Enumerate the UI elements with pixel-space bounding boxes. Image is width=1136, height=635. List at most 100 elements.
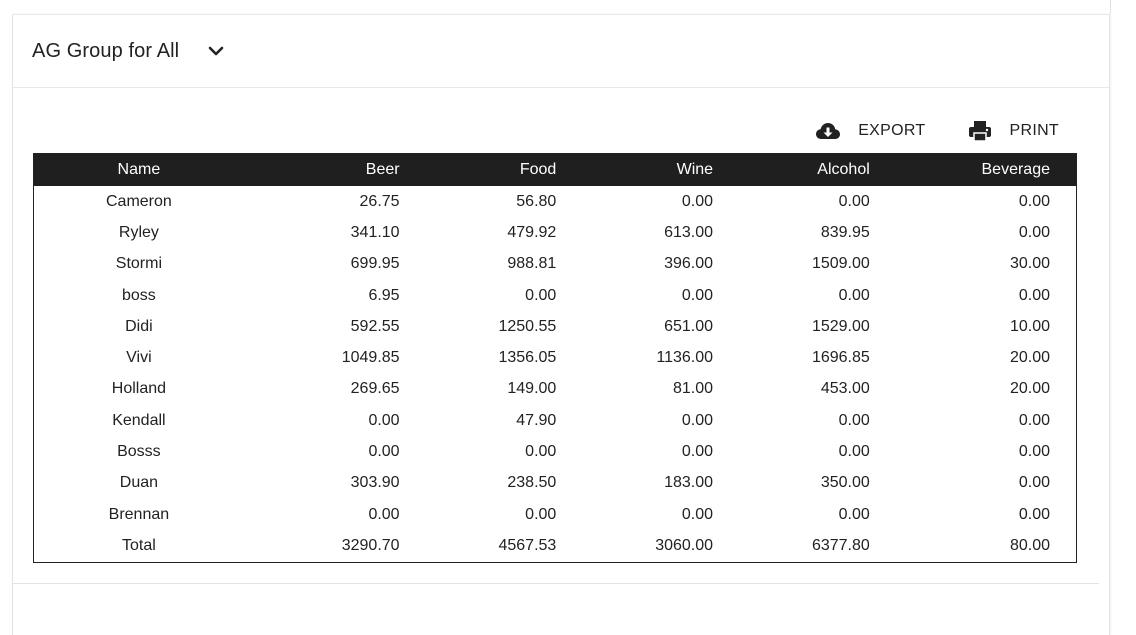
cell-food: 47.90: [516, 411, 557, 429]
cell-wine: 0.00: [681, 505, 714, 523]
table-header-row: Name Beer Food Wine Alcohol Beverage: [34, 154, 1076, 186]
cell-alcohol: 1509.00: [811, 255, 870, 273]
cell-wine: 183.00: [664, 474, 714, 492]
cell-beverage: 0.00: [1018, 192, 1050, 210]
cell-beverage: 20.00: [1009, 349, 1050, 367]
cell-alcohol: 839.95: [820, 223, 870, 241]
cell-wine: 396.00: [664, 255, 714, 273]
table-row: Duan 303.90 238.50 183.00 350.00 0.00: [34, 468, 1076, 499]
table-row: Vivi 1049.85 1356.05 1136.00 1696.85 20.…: [34, 342, 1076, 373]
cell-alcohol: 0.00: [838, 443, 870, 461]
cell-alcohol: 0.00: [838, 505, 870, 523]
cell-wine: 651.00: [664, 317, 714, 335]
cell-beer: 6.95: [368, 286, 400, 304]
cell-beer: 0.00: [368, 443, 400, 461]
cell-beer: 0.00: [368, 505, 400, 523]
cell-name: Stormi: [115, 255, 163, 273]
cell-beverage: 0.00: [1018, 474, 1050, 492]
cell-wine: 613.00: [664, 223, 714, 241]
divider: [13, 583, 1099, 584]
column-header-alcohol[interactable]: Alcohol: [817, 161, 870, 178]
cell-wine: 0.00: [681, 192, 714, 210]
top-edge: [1104, 0, 1111, 14]
cell-name: boss: [122, 286, 156, 304]
cell-beer: 592.55: [350, 317, 400, 335]
table-row: Didi 592.55 1250.55 651.00 1529.00 10.00: [34, 311, 1076, 342]
table-row: Holland 269.65 149.00 81.00 453.00 20.00: [34, 374, 1076, 405]
cell-beverage: 20.00: [1009, 380, 1050, 398]
table-row: Stormi 699.95 988.81 396.00 1509.00 30.0…: [34, 249, 1076, 280]
cell-wine: 1136.00: [656, 349, 714, 367]
cell-beer: 1049.85: [341, 349, 400, 367]
cell-beer: 3290.70: [341, 536, 400, 554]
cell-wine: 0.00: [681, 411, 714, 429]
cell-alcohol: 453.00: [820, 380, 870, 398]
cell-beer: 0.00: [368, 411, 400, 429]
cell-name: Ryley: [118, 223, 159, 241]
cell-alcohol: 350.00: [820, 474, 870, 492]
cell-food: 0.00: [525, 505, 557, 523]
cell-beverage: 10.00: [1009, 317, 1050, 335]
table-row: Kendall 0.00 47.90 0.00 0.00 0.00: [34, 405, 1076, 436]
cell-beer: 341.10: [350, 223, 400, 241]
cell-beverage: 0.00: [1018, 505, 1050, 523]
export-button[interactable]: EXPORT: [814, 119, 925, 143]
cell-wine: 0.00: [681, 443, 714, 461]
cell-food: 0.00: [525, 443, 557, 461]
cell-beverage: 0.00: [1018, 286, 1050, 304]
table-row: Cameron 26.75 56.80 0.00 0.00 0.00: [34, 186, 1076, 217]
cell-beverage: 30.00: [1009, 255, 1050, 273]
report-table: Name Beer Food Wine Alcohol Beverage Cam…: [33, 153, 1077, 563]
cell-beverage: 80.00: [1009, 536, 1050, 554]
cell-beverage: 0.00: [1018, 443, 1050, 461]
cell-name: Total: [122, 536, 156, 554]
cell-beer: 699.95: [350, 255, 400, 273]
cell-beer: 269.65: [350, 380, 400, 398]
table-row: Brennan 0.00 0.00 0.00 0.00 0.00: [34, 499, 1076, 530]
cell-name: Brennan: [108, 505, 170, 523]
group-selector[interactable]: AG Group for All: [32, 40, 225, 63]
column-header-wine[interactable]: Wine: [676, 161, 714, 178]
cell-food: 1356.05: [498, 349, 557, 367]
cell-food: 0.00: [525, 286, 557, 304]
cell-alcohol: 0.00: [838, 411, 870, 429]
print-button[interactable]: PRINT: [966, 119, 1060, 143]
cell-beer: 303.90: [350, 474, 400, 492]
cell-beverage: 0.00: [1018, 411, 1050, 429]
table-row: Ryley 341.10 479.92 613.00 839.95 0.00: [34, 217, 1076, 248]
cell-food: 988.81: [507, 255, 557, 273]
chevron-down-icon[interactable]: [207, 42, 225, 60]
column-header-beverage[interactable]: Beverage: [981, 161, 1051, 178]
cell-food: 149.00: [507, 380, 557, 398]
report-card: AG Group for All EXPORT: [12, 14, 1110, 635]
card-header: AG Group for All: [13, 15, 1109, 88]
table-row: Bosss 0.00 0.00 0.00 0.00 0.00: [34, 436, 1076, 467]
cell-name: Holland: [111, 380, 167, 398]
cell-alcohol: 0.00: [838, 192, 870, 210]
table-row: boss 6.95 0.00 0.00 0.00 0.00: [34, 280, 1076, 311]
table-total-row: Total 3290.70 4567.53 3060.00 6377.80 80…: [34, 530, 1076, 561]
cell-alcohol: 1696.85: [811, 349, 870, 367]
cell-beer: 26.75: [359, 192, 400, 210]
cell-alcohol: 0.00: [838, 286, 870, 304]
table-actions: EXPORT PRINT: [814, 119, 1059, 143]
cell-name: Vivi: [126, 349, 152, 367]
cell-name: Bosss: [117, 443, 161, 461]
column-header-food[interactable]: Food: [519, 161, 557, 178]
cell-wine: 0.00: [681, 286, 714, 304]
printer-icon: [966, 119, 994, 143]
cell-alcohol: 1529.00: [811, 317, 870, 335]
column-header-beer[interactable]: Beer: [365, 161, 400, 178]
cell-food: 4567.53: [498, 536, 557, 554]
cell-beverage: 0.00: [1018, 223, 1050, 241]
cell-wine: 81.00: [673, 380, 714, 398]
cell-name: Cameron: [105, 192, 172, 210]
cell-food: 56.80: [516, 192, 557, 210]
cell-name: Duan: [119, 474, 159, 492]
export-label: EXPORT: [858, 122, 926, 139]
column-header-name[interactable]: Name: [117, 161, 161, 178]
cell-wine: 3060.00: [655, 536, 714, 554]
cell-name: Kendall: [112, 411, 166, 429]
cell-food: 479.92: [507, 223, 557, 241]
cell-alcohol: 6377.80: [811, 536, 870, 554]
